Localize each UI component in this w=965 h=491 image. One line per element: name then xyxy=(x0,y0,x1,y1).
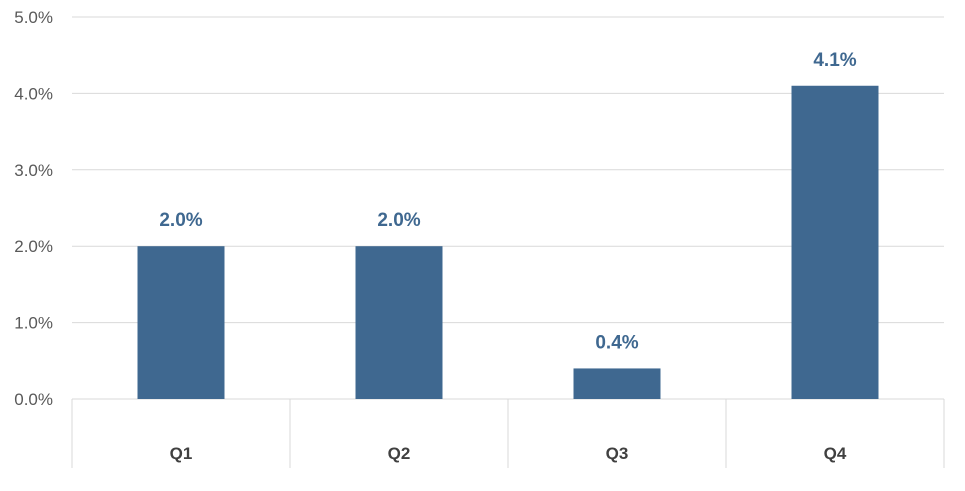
y-tick-label: 5.0% xyxy=(14,8,53,27)
y-tick-label: 0.0% xyxy=(14,390,53,409)
y-axis-ticks: 0.0% 1.0% 2.0% 3.0% 4.0% 5.0% xyxy=(14,8,53,409)
data-label-q1: 2.0% xyxy=(159,210,202,231)
x-axis: Q1 Q2 Q3 Q4 xyxy=(71,399,945,468)
data-label-q4: 4.1% xyxy=(813,50,856,71)
y-tick-label: 3.0% xyxy=(14,161,53,180)
category-label-q4: Q4 xyxy=(824,444,847,463)
data-label-q2: 2.0% xyxy=(377,210,420,231)
category-label-q2: Q2 xyxy=(388,444,411,463)
bar-q2 xyxy=(355,246,443,399)
category-label-q1: Q1 xyxy=(170,444,193,463)
y-tick-label: 1.0% xyxy=(14,314,53,333)
data-labels: 2.0% 2.0% 0.4% 4.1% xyxy=(159,50,856,354)
bars xyxy=(137,85,879,399)
bar-q3 xyxy=(573,368,661,399)
bar-q4 xyxy=(791,85,879,399)
data-label-q3: 0.4% xyxy=(595,332,638,353)
y-tick-label: 4.0% xyxy=(14,84,53,103)
y-tick-label: 2.0% xyxy=(14,237,53,256)
bar-q1 xyxy=(137,246,225,399)
category-label-q3: Q3 xyxy=(606,444,629,463)
